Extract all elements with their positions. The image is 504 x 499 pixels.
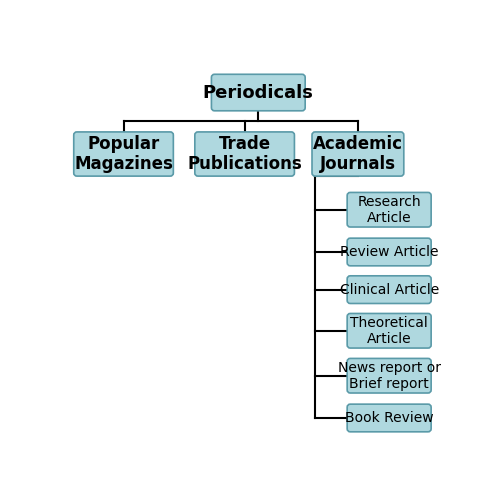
Text: Academic
Journals: Academic Journals xyxy=(313,135,403,174)
FancyBboxPatch shape xyxy=(347,193,431,227)
FancyBboxPatch shape xyxy=(212,74,305,111)
FancyBboxPatch shape xyxy=(347,313,431,348)
Text: Periodicals: Periodicals xyxy=(203,83,313,101)
FancyBboxPatch shape xyxy=(347,404,431,432)
FancyBboxPatch shape xyxy=(347,358,431,393)
Text: Clinical Article: Clinical Article xyxy=(340,282,439,296)
Text: News report or
Brief report: News report or Brief report xyxy=(338,361,440,391)
Text: Popular
Magazines: Popular Magazines xyxy=(74,135,173,174)
Text: Book Review: Book Review xyxy=(345,411,433,425)
FancyBboxPatch shape xyxy=(347,238,431,266)
Text: Review Article: Review Article xyxy=(340,245,438,259)
Text: Theoretical
Article: Theoretical Article xyxy=(350,316,428,346)
FancyBboxPatch shape xyxy=(74,132,173,176)
Text: Trade
Publications: Trade Publications xyxy=(187,135,302,174)
FancyBboxPatch shape xyxy=(195,132,294,176)
FancyBboxPatch shape xyxy=(347,276,431,303)
FancyBboxPatch shape xyxy=(312,132,404,176)
Text: Research
Article: Research Article xyxy=(357,195,421,225)
